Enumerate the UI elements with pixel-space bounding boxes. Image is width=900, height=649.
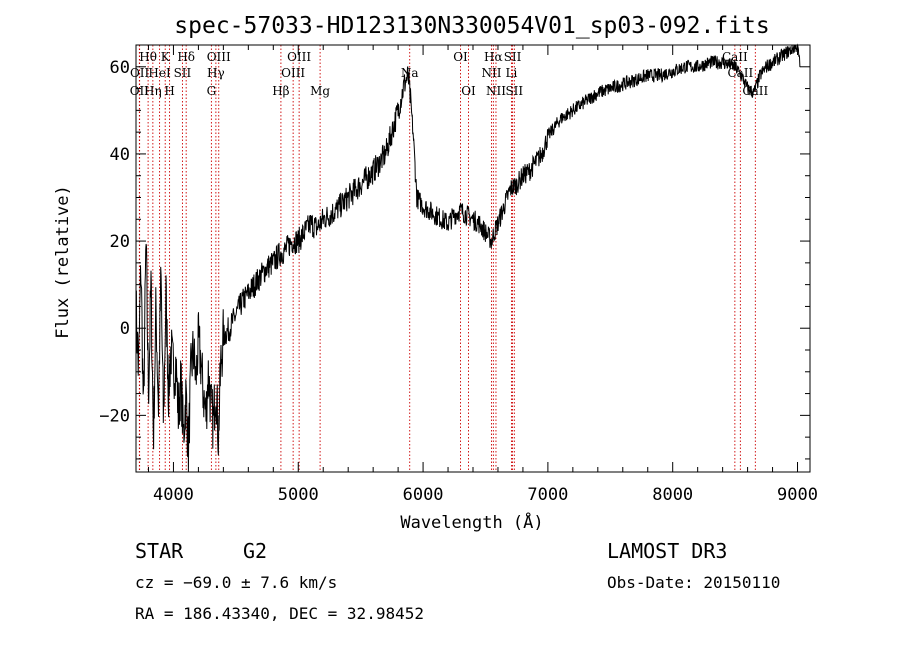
spectral-line-label: H — [164, 84, 174, 98]
spectral-line-label: Hη — [144, 84, 162, 98]
survey-label: LAMOST DR3 — [607, 539, 727, 563]
spectral-line-label: Mg — [310, 84, 330, 98]
spectral-line-label: OI — [461, 84, 476, 98]
spectral-line-label: NII — [481, 66, 501, 80]
spectral-line-label: OII — [130, 84, 150, 98]
spectral-line-label: Hβ — [272, 84, 289, 98]
spectral-line-label: OII — [130, 66, 150, 80]
spectral-line-label: HeI — [148, 66, 171, 80]
y-tick-label: 40 — [110, 145, 130, 165]
y-tick-label: 0 — [120, 319, 130, 339]
x-tick-label: 8000 — [652, 485, 693, 505]
x-tick-label: 9000 — [777, 485, 818, 505]
spectral-line-label: G — [207, 84, 217, 98]
spectral-line-label: OIII — [207, 50, 231, 64]
subclass-label: G2 — [243, 539, 267, 563]
spectral-line-label: OIII — [287, 50, 311, 64]
y-axis-label: Flux (relative) — [53, 185, 73, 339]
y-axis-ticks: −20 0 20 40 60 — [99, 58, 810, 460]
spectral-line-label: Na — [401, 66, 419, 80]
obs-date-text: Obs-Date: 20150110 — [607, 573, 780, 592]
spectral-line-label: Hγ — [207, 66, 225, 80]
spectral-line-label: OI — [453, 50, 468, 64]
x-tick-label: 4000 — [153, 485, 194, 505]
y-tick-label: 20 — [110, 232, 130, 252]
redshift-text: cz = −69.0 ± 7.6 km/s — [135, 573, 337, 592]
spectral-line-label: Hθ — [139, 50, 157, 64]
radec-text: RA = 186.43340, DEC = 32.98452 — [135, 604, 424, 623]
spectral-line-markers — [138, 45, 756, 472]
x-tick-label: 5000 — [278, 485, 319, 505]
spectral-line-label: NII — [486, 84, 506, 98]
plot-frame — [135, 44, 811, 473]
spectral-line-label: Hδ — [177, 50, 195, 64]
spectrum-series-line — [135, 43, 801, 473]
y-tick-label: 60 — [110, 58, 130, 78]
spectral-line-label: Li — [506, 66, 518, 80]
chart-title: spec-57033-HD123130N330054V01_sp03-092.f… — [174, 13, 769, 39]
spectral-line-label: SII — [505, 84, 523, 98]
x-tick-label: 6000 — [403, 485, 444, 505]
x-axis-label: Wavelength (Å) — [400, 511, 543, 533]
spectral-line-label: SII — [504, 50, 522, 64]
class-label: STAR — [135, 539, 184, 563]
spectral-line-label: Hα — [484, 50, 503, 64]
spectral-line-label: SII — [174, 66, 192, 80]
x-axis-ticks: 4000 5000 6000 7000 8000 9000 — [147, 45, 818, 505]
spectral-line-label: K — [161, 50, 171, 64]
y-tick-label: −20 — [99, 406, 130, 426]
spectral-line-label: OIII — [281, 66, 305, 80]
x-tick-label: 7000 — [527, 485, 568, 505]
